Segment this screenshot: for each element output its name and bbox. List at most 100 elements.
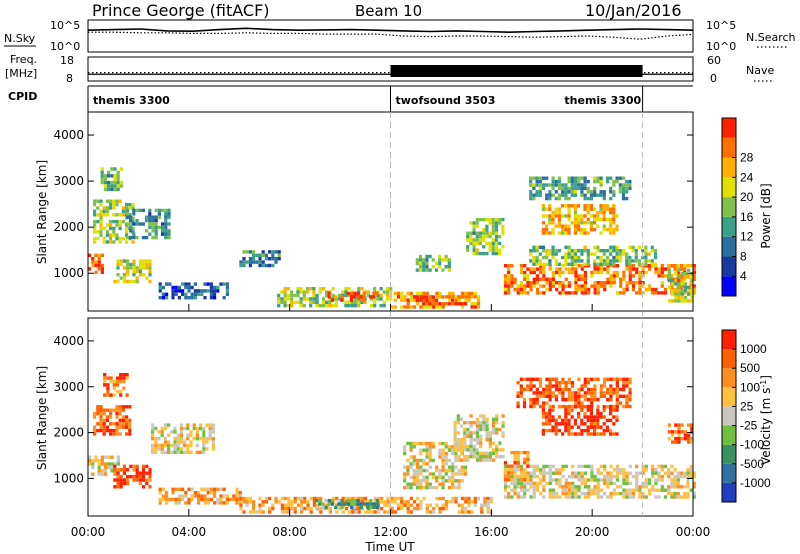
heatmap-cell xyxy=(567,495,572,499)
heatmap-cell xyxy=(102,236,106,241)
heatmap-cell xyxy=(110,174,114,178)
heatmap-cell xyxy=(564,277,568,281)
heatmap-cell xyxy=(532,471,536,475)
heatmap-cell xyxy=(451,468,455,473)
heatmap-cell xyxy=(325,290,329,294)
heatmap-cell xyxy=(428,451,432,456)
heatmap-cell xyxy=(596,377,600,381)
heatmap-cell xyxy=(519,384,523,388)
heatmap-cell xyxy=(503,464,508,469)
heatmap-cell xyxy=(242,510,246,514)
heatmap-cell xyxy=(287,510,291,514)
colorbar-swatch xyxy=(722,463,736,483)
heatmap-cell xyxy=(148,212,152,216)
heatmap-cell xyxy=(479,451,483,455)
heatmap-cell xyxy=(403,451,407,456)
heatmap-cell xyxy=(485,241,489,246)
heatmap-cell xyxy=(380,496,384,501)
heatmap-cell xyxy=(593,394,597,398)
heatmap-cell xyxy=(174,497,178,502)
heatmap-cell xyxy=(183,426,187,431)
heatmap-cell xyxy=(516,404,520,409)
heatmap-cell xyxy=(482,217,486,222)
heatmap-cell xyxy=(264,253,268,257)
heatmap-cell xyxy=(100,167,104,171)
heatmap-cell xyxy=(158,501,162,505)
heatmap-cell xyxy=(609,259,613,263)
heatmap-cell xyxy=(116,481,120,486)
heatmap-cell xyxy=(548,281,552,285)
heatmap-cell xyxy=(261,263,265,268)
heatmap-cell xyxy=(289,293,294,298)
heatmap-cell xyxy=(577,398,581,402)
heatmap-cell xyxy=(545,377,549,381)
heatmap-cell xyxy=(495,421,499,425)
heatmap-cell xyxy=(554,262,558,266)
heatmap-cell xyxy=(603,478,607,482)
heatmap-cell xyxy=(460,503,465,507)
heatmap-cell xyxy=(171,296,175,300)
heatmap-cell xyxy=(459,417,464,421)
heatmap-cell xyxy=(622,377,626,381)
heatmap-cell xyxy=(529,179,533,184)
heatmap-cell xyxy=(116,174,120,178)
heatmap-cell xyxy=(316,496,320,501)
heatmap-cell xyxy=(363,300,367,304)
heatmap-cell xyxy=(454,479,458,483)
heatmap-cell xyxy=(489,500,493,504)
heatmap-cell xyxy=(428,465,432,469)
heatmap-cell xyxy=(454,302,458,306)
heatmap-cell xyxy=(488,458,492,462)
heatmap-cell xyxy=(586,418,590,423)
heatmap-cell xyxy=(535,464,540,469)
heatmap-cell xyxy=(118,422,122,426)
heatmap-cell xyxy=(577,495,581,499)
heatmap-cell xyxy=(467,503,471,507)
heatmap-cell xyxy=(612,262,616,266)
heatmap-cell xyxy=(353,300,358,304)
heatmap-cell xyxy=(425,510,429,514)
heatmap-cell xyxy=(628,404,632,409)
heatmap-cell xyxy=(104,472,108,476)
heatmap-cell xyxy=(690,292,694,296)
heatmap-cell xyxy=(389,297,393,301)
heatmap-cell xyxy=(112,206,116,210)
heatmap-cell xyxy=(583,377,587,381)
heatmap-cell xyxy=(673,478,677,482)
heatmap-cell xyxy=(409,291,413,296)
heatmap-cell xyxy=(519,450,524,455)
heatmap-cell xyxy=(340,298,344,302)
heatmap-cell xyxy=(479,427,483,432)
heatmap-cell xyxy=(473,291,477,296)
heatmap-cell xyxy=(472,431,476,435)
heatmap-cell xyxy=(103,177,107,181)
heatmap-cell xyxy=(366,290,370,294)
heatmap-cell xyxy=(567,179,571,184)
heatmap-cell xyxy=(683,485,687,489)
heatmap-cell xyxy=(692,274,696,278)
heatmap-cell xyxy=(557,221,561,225)
heatmap-cell xyxy=(573,214,577,218)
heatmap-cell xyxy=(622,384,626,388)
heatmap-cell xyxy=(609,384,613,388)
heatmap-cell xyxy=(126,266,130,270)
heatmap-cell xyxy=(131,240,135,244)
heatmap-cell xyxy=(548,394,552,398)
heatmap-cell xyxy=(545,281,549,285)
heatmap-cell xyxy=(625,262,629,266)
heatmap-cell xyxy=(535,245,539,249)
date-title: 10/Jan/2016 xyxy=(585,1,682,20)
heatmap-cell xyxy=(516,291,520,295)
colorbar-tick-label: 1000 xyxy=(740,342,767,356)
heatmap-cell xyxy=(596,471,600,475)
heatmap-cell xyxy=(603,491,607,496)
heatmap-cell xyxy=(513,277,517,281)
heatmap-cell xyxy=(558,391,562,395)
heatmap-cell xyxy=(116,471,120,475)
heatmap-cell xyxy=(501,455,505,459)
heatmap-cell xyxy=(444,265,448,269)
heatmap-cell xyxy=(193,494,197,498)
heatmap-cell xyxy=(523,495,527,499)
heatmap-cell xyxy=(425,479,429,483)
heatmap-cell xyxy=(351,496,355,501)
